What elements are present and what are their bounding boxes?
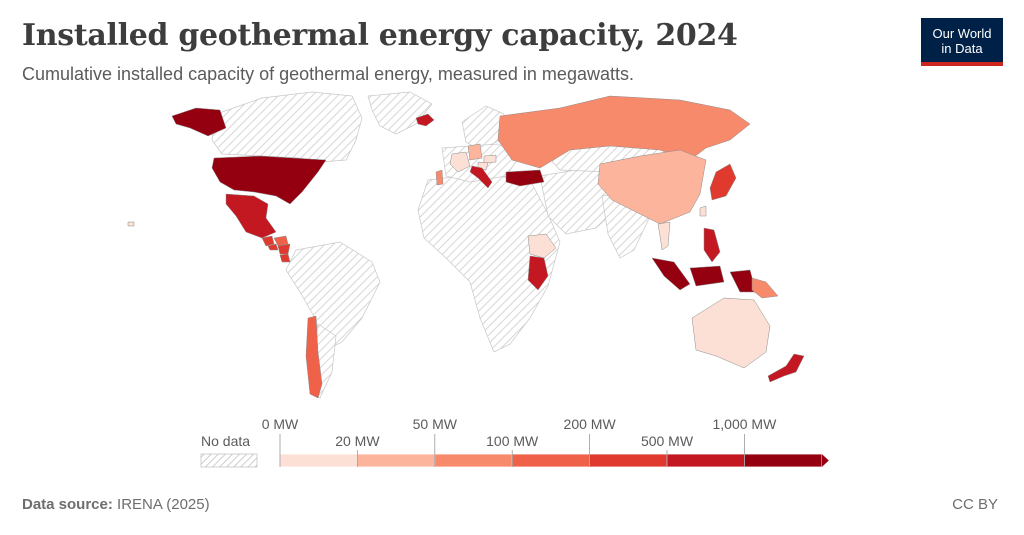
- world-map: [127, 91, 805, 399]
- legend-bin-swatch[interactable]: [279, 453, 358, 468]
- legend-bin-label: 1,000 MW: [712, 416, 777, 432]
- map-country-chile[interactable]: [305, 315, 323, 399]
- map-country-guadeloupe[interactable]: [127, 221, 135, 227]
- map-country-china[interactable]: [597, 149, 707, 225]
- map-country-japan[interactable]: [709, 163, 737, 201]
- legend-bin-swatch[interactable]: [589, 453, 668, 468]
- legend-bin-swatch[interactable]: [356, 453, 436, 468]
- legend-bin-swatch[interactable]: [434, 453, 513, 468]
- map-country-nicaragua[interactable]: [277, 243, 291, 255]
- map-country-australia[interactable]: [691, 297, 771, 369]
- map-country-canada[interactable]: [211, 91, 363, 163]
- map-country-taiwan[interactable]: [699, 205, 707, 217]
- map-country-el-salvador[interactable]: [267, 243, 279, 251]
- chart-title: Installed geothermal energy capacity, 20…: [22, 18, 738, 53]
- map-country-portugal[interactable]: [435, 169, 444, 186]
- legend-bin-swatch[interactable]: [666, 453, 745, 468]
- map-country-scandinavia[interactable]: [461, 105, 505, 151]
- legend-bin-label: 0 MW: [262, 416, 299, 432]
- legend-bin-label: 100 MW: [486, 433, 539, 449]
- legend-no-data-swatch: [200, 453, 258, 468]
- legend-bin-label: 20 MW: [335, 433, 380, 449]
- logo-line-1: Our World: [932, 26, 992, 41]
- data-source-label: Data source:: [22, 496, 113, 513]
- legend-bin-label: 500 MW: [641, 433, 694, 449]
- legend-arrow-tip: [821, 454, 829, 467]
- map-country-indonesia[interactable]: [651, 257, 757, 293]
- legend-no-data[interactable]: No data: [200, 433, 258, 468]
- logo-line-2: in Data: [941, 41, 983, 56]
- map-country-mexico[interactable]: [225, 193, 277, 239]
- map-country-costa-rica[interactable]: [279, 253, 291, 263]
- map-country-new-zealand[interactable]: [767, 353, 805, 383]
- legend-bin-label: 50 MW: [413, 416, 458, 432]
- map-country-france[interactable]: [449, 151, 471, 173]
- map-country-russia[interactable]: [497, 95, 751, 169]
- map-country-united-states[interactable]: [171, 107, 327, 205]
- legend-bin-swatch[interactable]: [744, 453, 823, 468]
- map-country-brazil[interactable]: [285, 241, 381, 353]
- legend-no-data-label: No data: [201, 433, 250, 449]
- chart-subtitle: Cumulative installed capacity of geother…: [22, 64, 634, 84]
- map-country-papua-new-guinea[interactable]: [751, 277, 779, 299]
- map-country-ethiopia[interactable]: [527, 233, 557, 259]
- map-country-thailand[interactable]: [657, 221, 671, 251]
- legend-bin-label: 200 MW: [564, 416, 617, 432]
- map-country-philippines[interactable]: [703, 227, 721, 263]
- map-country-africa-region[interactable]: [417, 173, 561, 353]
- map-country-greenland[interactable]: [367, 91, 433, 135]
- map-country-italy[interactable]: [469, 165, 493, 189]
- map-legend: No data 0 MW 20 MW 50 MW 100 MW 200 MW 500 MW…: [200, 416, 829, 468]
- map-country-honduras[interactable]: [273, 235, 289, 247]
- map-country-guatemala[interactable]: [261, 235, 275, 247]
- data-source-value[interactable]: IRENA (2025): [117, 496, 210, 513]
- license-label[interactable]: CC BY: [952, 496, 998, 513]
- map-country-hungary[interactable]: [483, 154, 497, 164]
- owid-logo[interactable]: Our World in Data: [921, 18, 1003, 66]
- map-country-turkey[interactable]: [505, 169, 545, 187]
- map-country-iceland[interactable]: [415, 113, 435, 127]
- legend-bin-swatch[interactable]: [511, 453, 591, 468]
- map-country-germany[interactable]: [467, 143, 483, 161]
- data-source: Data source: IRENA (2025): [22, 496, 210, 513]
- map-country-kenya[interactable]: [527, 255, 549, 291]
